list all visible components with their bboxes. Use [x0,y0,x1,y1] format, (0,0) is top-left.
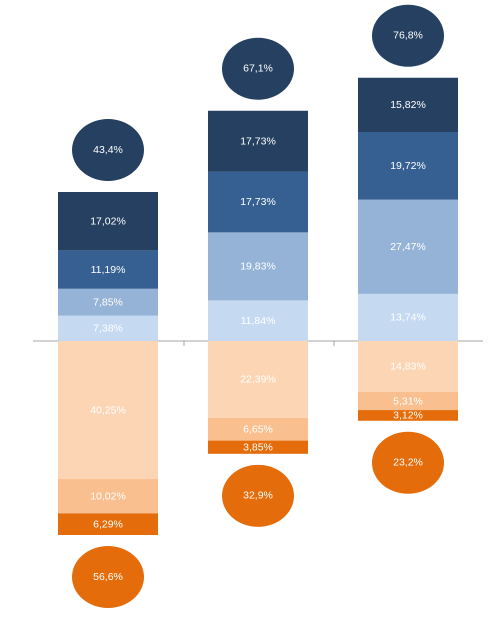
data-label: 17,73% [240,135,276,147]
data-label: 3,85% [243,441,273,453]
total-bubble [222,464,294,527]
bar-segment [58,479,158,514]
bar-segment [58,315,158,341]
bar-segment [208,417,308,441]
data-label: 10,02% [90,491,126,503]
data-label: 22,39% [240,374,276,386]
total-bubble [372,431,444,494]
data-label: 27,47% [390,241,426,253]
data-label: 6,29% [93,518,123,530]
bar-segment [358,293,458,341]
bar-segment [358,410,458,421]
data-label: 6,65% [243,423,273,435]
bar-segment [208,171,308,233]
bar-segment [358,132,458,200]
bar-segment [58,341,158,480]
data-label: 11,84% [241,315,276,327]
bar-segment [358,77,458,133]
bar-segment [208,300,308,341]
total-bubble [372,4,444,67]
total-label: 56,6% [93,571,123,583]
data-label: 13,74% [390,312,426,324]
bar-segment [358,341,458,392]
total-label: 76,8% [393,30,423,42]
data-label: 14,83% [390,361,426,373]
bar-segment [58,288,158,316]
total-label: 43,4% [93,144,123,156]
bar-segment [58,250,158,289]
data-label: 17,73% [240,196,276,208]
bar-segment [208,232,308,301]
data-label: 7,38% [93,323,123,335]
total-bubble [222,37,294,100]
data-label: 40,25% [90,404,126,416]
data-label: 15,82% [390,99,426,111]
data-label: 3,12% [393,410,423,422]
data-label: 11,19% [91,264,126,276]
data-label: 19,83% [240,261,276,273]
total-bubble [72,119,144,182]
data-label: 7,85% [93,297,123,309]
total-label: 23,2% [393,457,423,469]
data-label: 5,31% [393,395,423,407]
total-label: 32,9% [243,490,273,502]
bar-segment [58,513,158,536]
data-label: 19,72% [390,160,426,172]
bar-segment [358,391,458,411]
bar-segment [208,110,308,172]
total-bubble [72,546,144,609]
data-label: 17,02% [90,215,126,227]
bar-segment [208,341,308,418]
bar-segment [58,192,158,251]
total-label: 67,1% [243,63,273,75]
bar-segment [358,199,458,294]
bar-segment [208,440,308,454]
